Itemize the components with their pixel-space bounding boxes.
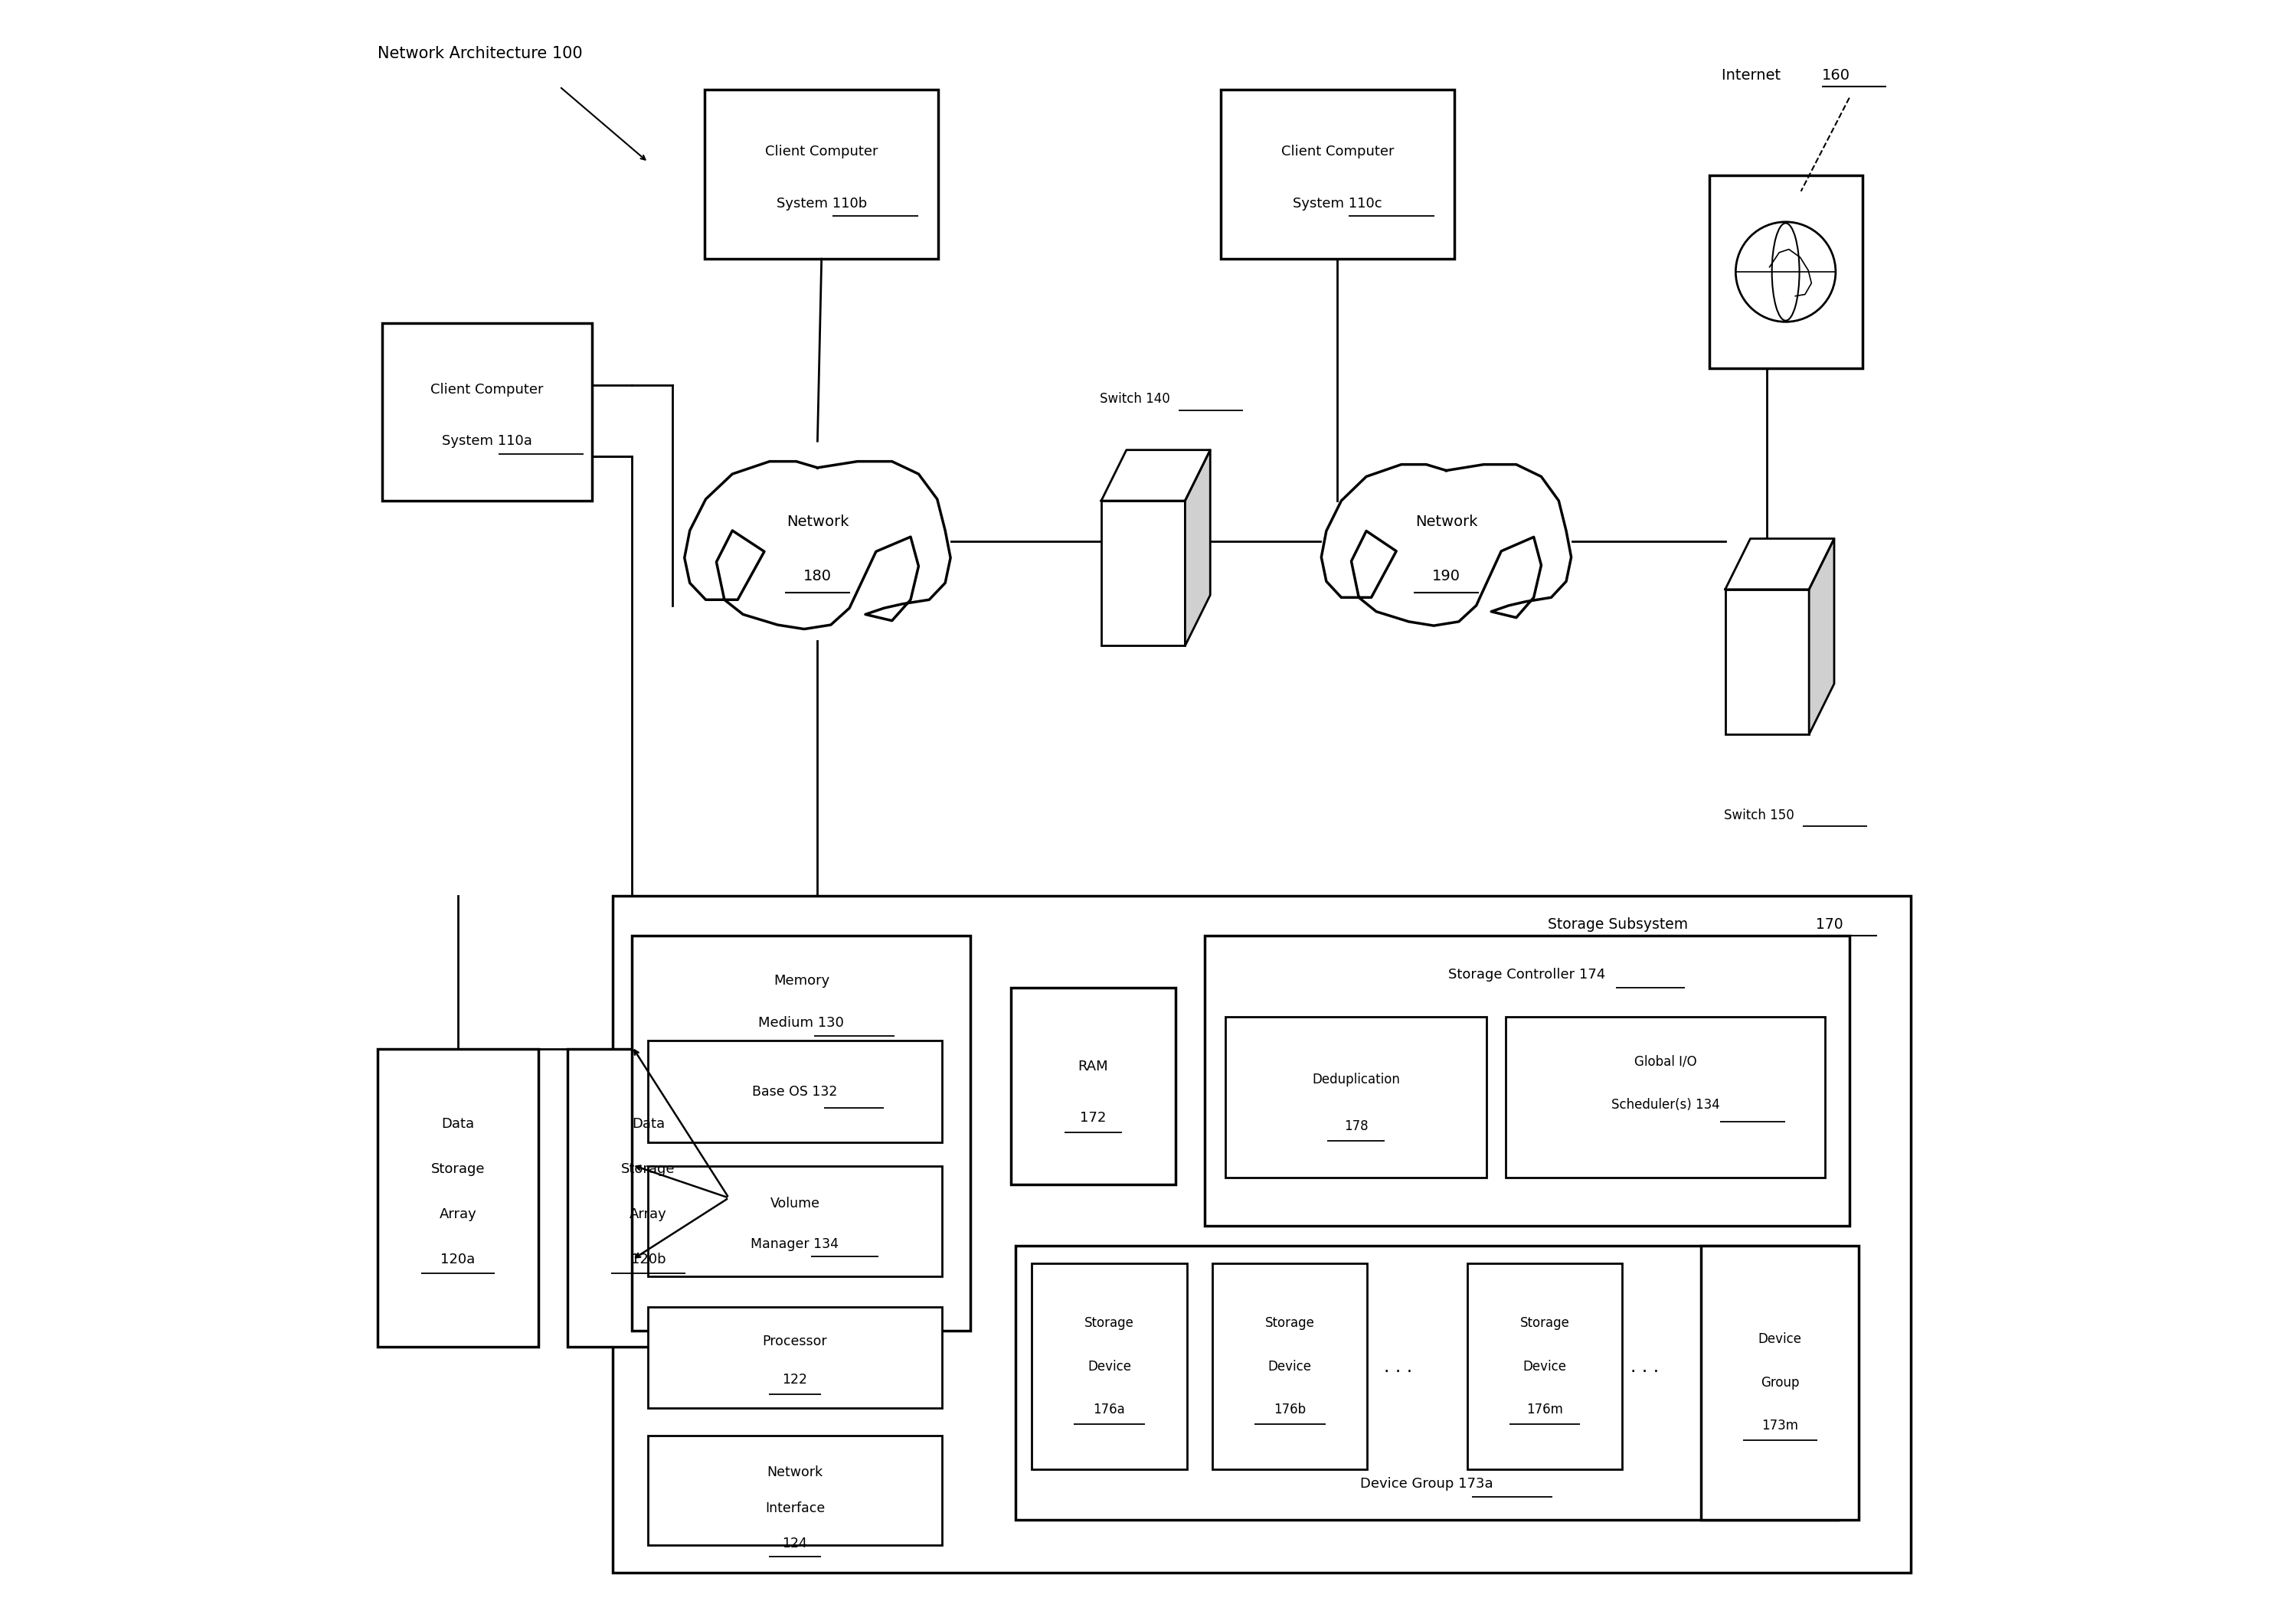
Bar [381,323,592,500]
Text: Network Architecture 100: Network Architecture 100 [377,47,583,61]
Text: Processor: Processor [762,1335,827,1348]
Text: Storage Controller 174: Storage Controller 174 [1449,968,1605,981]
Text: Memory: Memory [774,975,829,988]
Bar [1701,1246,1860,1519]
Text: 172: 172 [1079,1110,1107,1125]
Text: Switch 150: Switch 150 [1724,809,1793,822]
Polygon shape [1809,539,1835,734]
Text: Storage Subsystem: Storage Subsystem [1548,917,1692,931]
Bar [1708,176,1862,368]
Text: . . .: . . . [1384,1357,1412,1375]
Text: 122: 122 [783,1374,808,1386]
Text: Device: Device [1088,1359,1132,1374]
Bar [1010,988,1176,1185]
Text: Network: Network [1414,515,1479,529]
Text: Data: Data [631,1117,666,1131]
Bar [705,90,939,258]
Text: 120a: 120a [441,1252,475,1265]
Text: 120b: 120b [631,1252,666,1265]
Text: Data: Data [441,1117,475,1131]
Text: System 110b: System 110b [776,197,868,210]
Bar [1212,1264,1368,1469]
Text: Manager 134: Manager 134 [751,1236,838,1251]
Text: Client Computer: Client Computer [429,383,544,397]
Bar [631,936,971,1332]
Text: Storage: Storage [1520,1315,1570,1330]
Text: 176a: 176a [1093,1403,1125,1417]
Text: RAM: RAM [1079,1060,1109,1073]
Text: Internet: Internet [1722,68,1786,82]
Polygon shape [1185,450,1210,646]
Text: Client Computer: Client Computer [1281,145,1394,158]
Bar [1205,936,1848,1227]
Text: Storage: Storage [622,1162,675,1175]
Text: Deduplication: Deduplication [1311,1073,1401,1086]
Text: Client Computer: Client Computer [765,145,877,158]
Text: 178: 178 [1343,1119,1368,1133]
Text: Device Group 173a: Device Group 173a [1362,1477,1492,1491]
Bar [647,1307,941,1409]
Polygon shape [1724,539,1835,589]
Text: 124: 124 [783,1537,808,1551]
Text: Global I/O: Global I/O [1635,1056,1697,1068]
Text: Array: Array [629,1207,666,1220]
Text: Device: Device [1759,1332,1802,1346]
Text: 190: 190 [1433,570,1460,584]
Text: System 110c: System 110c [1293,197,1382,210]
Text: 176m: 176m [1527,1403,1564,1417]
Bar [1724,589,1809,734]
Polygon shape [1102,450,1210,500]
Text: Network: Network [767,1466,822,1480]
Bar [647,1167,941,1277]
Text: Storage: Storage [1084,1315,1134,1330]
Bar [647,1435,941,1545]
Text: Medium 130: Medium 130 [758,1017,845,1030]
Text: Device: Device [1267,1359,1311,1374]
Polygon shape [684,462,951,629]
Bar [1226,1017,1486,1178]
Polygon shape [1320,465,1570,626]
Text: Base OS 132: Base OS 132 [753,1085,838,1099]
Bar [1015,1246,1839,1519]
Text: Group: Group [1761,1375,1800,1390]
Bar [1221,90,1453,258]
Bar [1506,1017,1825,1178]
Bar [377,1049,540,1348]
Text: Network: Network [785,515,850,529]
Text: Interface: Interface [765,1501,824,1516]
Text: 176b: 176b [1274,1403,1306,1417]
Bar [647,1041,941,1143]
Text: Switch 140: Switch 140 [1100,392,1171,407]
Text: 170: 170 [1816,917,1844,931]
Text: . . .: . . . [1630,1357,1658,1375]
Text: Array: Array [439,1207,478,1220]
Bar [1031,1264,1187,1469]
Text: 160: 160 [1823,68,1851,82]
Text: Storage: Storage [1265,1315,1316,1330]
Bar [567,1049,728,1348]
Bar [1102,500,1185,646]
Bar [613,896,1910,1572]
Text: 180: 180 [804,570,831,584]
Text: 173m: 173m [1761,1419,1798,1433]
Text: Volume: Volume [769,1196,820,1210]
Text: Device: Device [1522,1359,1566,1374]
Text: Storage: Storage [432,1162,484,1175]
Bar [1467,1264,1621,1469]
Text: Scheduler(s) 134: Scheduler(s) 134 [1612,1098,1720,1112]
Text: System 110a: System 110a [441,434,533,449]
